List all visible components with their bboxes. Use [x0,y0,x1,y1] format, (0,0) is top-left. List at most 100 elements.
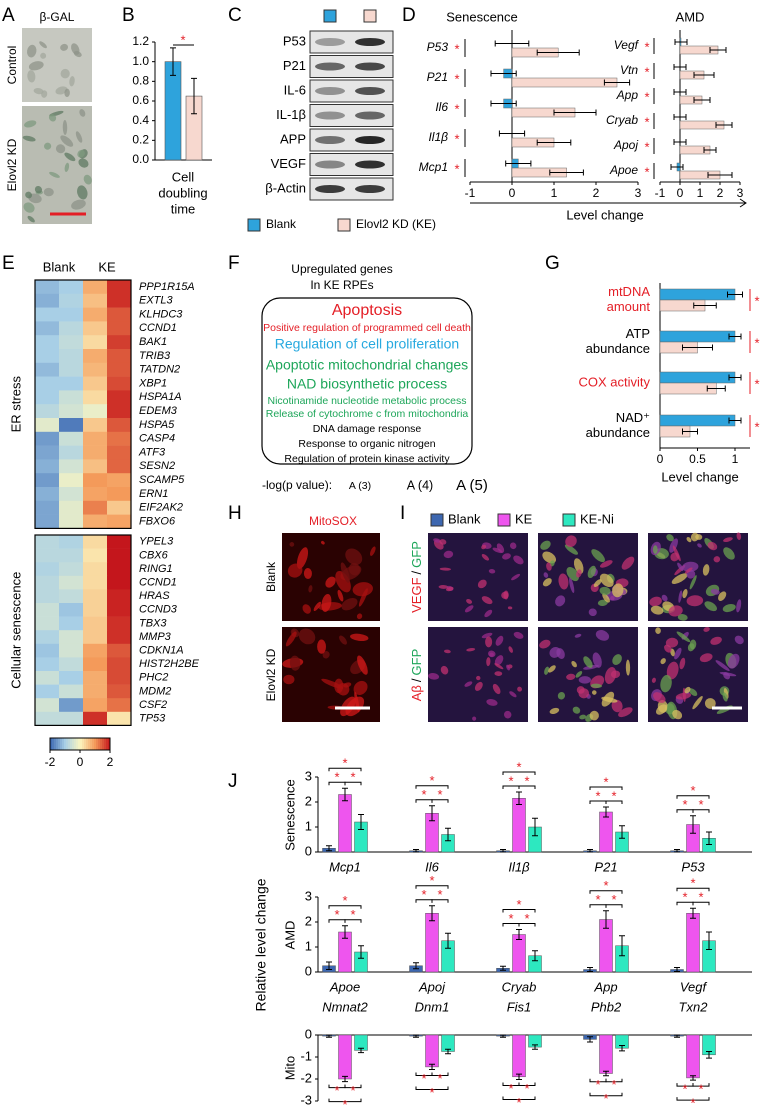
cell [494,671,503,676]
heatmap-cell [59,335,84,350]
error-bar [536,49,580,56]
error-bar [603,910,609,929]
cell [590,683,603,688]
heatmap-cell [35,349,60,364]
error-bar [413,1034,419,1038]
colorbar-step [62,738,65,750]
significance-bracket [676,795,710,799]
panel-letter: J [228,771,238,792]
error-bar [706,1051,712,1059]
cell [587,565,596,579]
error-bar [326,845,332,852]
significance-bracket [344,919,362,923]
heatmap-cell [59,431,84,446]
y-tick-label: 1 [305,818,312,833]
category-label: mtDNA [608,284,650,299]
significance-star: * [644,114,649,129]
heatmap-cell [83,280,108,295]
axis-arrow [470,198,747,208]
heatmap-cell [83,616,108,631]
panel-title: In KE RPEs [310,278,373,292]
cell [48,114,57,122]
error-bar [682,344,713,351]
significance-star: * [644,64,649,79]
cell [517,686,523,692]
heatmap-cell [83,307,108,322]
heatmap-cell [59,711,84,726]
cell [484,609,493,618]
panel-letter: F [228,253,240,274]
significance-bracket [589,786,623,790]
x-axis-label: Level change [661,469,738,484]
cell [589,710,599,721]
cell [672,709,683,720]
heatmap-cell [83,293,108,308]
legend-swatch [337,218,351,232]
significance-bracket [589,1092,623,1097]
heatmap-cell [107,711,132,726]
cell [611,699,623,713]
legend-swatch [247,218,261,232]
go-term: Regulation of cell proliferation [275,336,459,352]
colorbar-step [102,738,105,750]
cell [78,158,89,168]
cell [476,675,481,681]
x-axis-label: doubling [158,185,207,200]
cell [308,585,313,593]
cell [574,633,582,638]
significance-star: * [690,876,695,891]
cell [564,544,579,555]
cell [684,686,691,694]
cell [653,692,666,703]
significance-bracket [328,1098,362,1103]
heatmap-cell [107,431,132,446]
group-label: Cellular senescence [8,572,23,689]
cell [697,543,702,548]
category-label: App [616,88,639,102]
heatmap-cell [59,487,84,502]
heatmap-cell [83,657,108,672]
cell [321,593,332,612]
heatmap-cell [83,418,108,433]
gene-label: HIST2H2BE [139,658,200,670]
error-bar [693,72,715,78]
error-bar [553,109,597,116]
cell [73,50,82,58]
colorbar-step [74,738,77,750]
y-tick-label: -1 [300,1048,312,1063]
cell [337,589,344,602]
heatmap-cell [83,698,108,713]
cell [656,704,668,715]
axis [154,42,212,161]
significance-star: * [180,32,185,47]
heatmap-cell [35,293,60,308]
error-bar [693,302,717,309]
significance-star: * [342,893,347,908]
cell [49,171,60,178]
blot-band [315,160,345,169]
cell [710,588,720,595]
cell [513,631,524,639]
error-bar [727,291,743,298]
legend-label: Blank [266,217,297,231]
error-bar [587,849,593,853]
colorbar-step [60,738,63,750]
micrograph [538,533,638,621]
cell [618,707,633,718]
colorbar-step [56,738,59,750]
panel-letter: E [2,253,15,274]
gene-label: ATF3 [138,446,166,458]
error-bar [413,962,419,970]
cell [64,152,76,162]
cell [573,558,584,574]
cell [352,582,373,597]
error-bar [682,428,698,435]
colorbar-step [94,738,97,750]
significance-star: * [754,335,759,350]
significance-star: * [595,1077,600,1092]
error-bar [619,935,625,957]
heatmap-cell [59,630,84,645]
category-label: Fis1 [507,999,532,1014]
cell [325,576,336,588]
